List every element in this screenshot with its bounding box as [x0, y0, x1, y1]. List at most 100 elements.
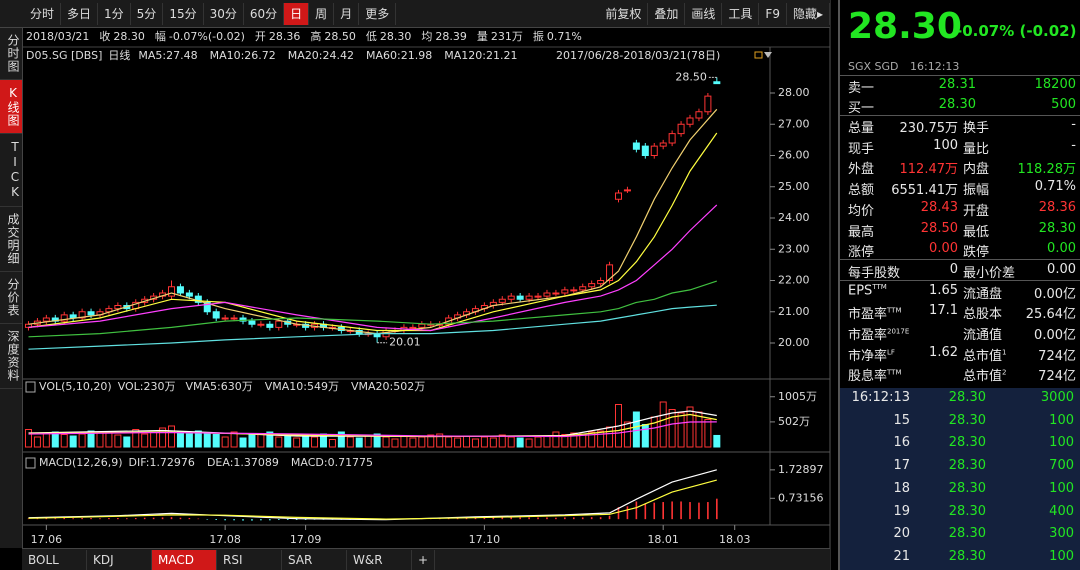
bar	[126, 518, 128, 520]
info-text: 28.30	[113, 30, 145, 43]
bar	[260, 519, 262, 521]
bar	[96, 432, 104, 448]
y-tick-label: 23.00	[778, 242, 810, 255]
stat-label-text: 外盘	[848, 162, 875, 178]
separator	[840, 75, 1080, 76]
candle-body	[194, 295, 202, 303]
bar	[570, 432, 578, 448]
tick-price: 28.30	[948, 548, 986, 564]
bar	[90, 518, 92, 520]
last-price: 28.30	[848, 6, 962, 47]
info-text: 幅	[155, 30, 166, 43]
bar	[45, 518, 48, 520]
bar	[686, 406, 694, 448]
tool-button[interactable]: 工具	[722, 3, 760, 25]
period-button[interactable]: 多日	[61, 3, 99, 25]
stat-label: 量比	[963, 138, 989, 157]
bar	[716, 498, 718, 520]
candle-body	[409, 326, 417, 329]
candle-body	[543, 292, 551, 297]
tick-time: 17	[893, 458, 910, 474]
period-button[interactable]: 1分	[98, 3, 131, 25]
tick-price: 28.30	[948, 526, 986, 542]
bar	[537, 517, 539, 520]
info-text: 28.36	[269, 30, 301, 43]
side-tab[interactable]: 分时图	[0, 28, 22, 80]
indicator-tab[interactable]: W&R	[347, 550, 412, 570]
candle-body	[248, 320, 256, 325]
bar	[588, 431, 596, 448]
period-button[interactable]: 15分	[163, 3, 204, 25]
period-button[interactable]: 月	[334, 3, 360, 25]
period-button[interactable]: 30分	[204, 3, 244, 25]
period-button-active[interactable]: 日	[284, 3, 310, 25]
tool-button[interactable]: F9	[759, 3, 787, 25]
indicator-tab[interactable]: RSI	[217, 550, 282, 570]
toolbar: 分时 多日 1分 5分 15分 30分 60分 日 周 月 更多 前复权 叠加 …	[0, 0, 830, 28]
candle-body	[650, 145, 658, 156]
bar	[108, 518, 110, 520]
tool-button[interactable]: 叠加	[648, 3, 686, 25]
period-button[interactable]: 60分	[244, 3, 285, 25]
bar	[293, 437, 301, 448]
line-series	[28, 304, 717, 350]
stat-label-sup: TTM	[887, 369, 902, 378]
side-tab-active[interactable]: K线图	[0, 80, 22, 134]
indicator-tab[interactable]: BOLL	[22, 550, 87, 570]
stat-value: 0.00	[929, 241, 958, 257]
stat-value: 724亿	[1038, 369, 1076, 385]
tool-button[interactable]: 隐藏▸	[787, 3, 830, 25]
tick-time: 20	[893, 526, 910, 542]
tick-price: 28.30	[948, 480, 986, 496]
stat-label: 换手	[963, 117, 989, 136]
side-tab[interactable]: 成交明细	[0, 207, 22, 272]
candle-body	[257, 323, 265, 326]
indicator-tab[interactable]: KDJ	[87, 550, 152, 570]
stat-value: 28.43	[920, 199, 958, 215]
lock-icon[interactable]	[754, 51, 763, 59]
bar	[519, 517, 521, 520]
side-tab[interactable]: 分价表	[0, 272, 22, 324]
bar	[328, 439, 336, 448]
bar	[304, 519, 307, 521]
candle-body	[176, 286, 184, 294]
period-button[interactable]: 周	[309, 3, 335, 25]
bar	[492, 517, 495, 520]
bar	[284, 435, 292, 448]
stat-value: 0.00	[1047, 261, 1076, 277]
side-tab[interactable]: TICK	[0, 134, 22, 207]
info-text: 28.50	[324, 30, 356, 43]
bar	[251, 519, 253, 521]
tick-price: 28.30	[948, 390, 986, 405]
info-text: MACD(12,26,9)	[39, 456, 123, 469]
bar	[382, 436, 390, 448]
tool-button[interactable]: 画线	[685, 3, 723, 25]
bar	[105, 431, 113, 448]
period-button[interactable]: 5分	[131, 3, 164, 25]
add-tab[interactable]: +	[412, 550, 436, 570]
period-button[interactable]: 分时	[24, 3, 62, 25]
indicator-tab[interactable]: SAR	[282, 550, 347, 570]
candle-body	[695, 111, 703, 119]
tool-button[interactable]: 前复权	[599, 3, 649, 25]
y-tick-label: 1005万	[778, 390, 817, 403]
tick-volume: 100	[1049, 480, 1074, 496]
bar	[168, 425, 176, 448]
help-icon	[25, 457, 36, 469]
dropdown-icon[interactable]	[764, 52, 772, 58]
tick-price: 28.30	[948, 458, 986, 474]
indicator-tab-active[interactable]: MACD	[152, 550, 217, 570]
bar	[543, 435, 551, 448]
bar	[295, 519, 298, 521]
candle-body	[677, 123, 685, 135]
bar	[239, 437, 247, 448]
bar	[134, 518, 137, 520]
bar	[132, 429, 140, 448]
quote-panel: 28.30 -0.07% (-0.02) SGX SGD 16:12:13 卖一…	[838, 0, 1080, 570]
tick-volume: 3000	[1040, 390, 1074, 405]
side-tab[interactable]: 深度资料	[0, 324, 22, 389]
bar	[498, 434, 506, 448]
period-button[interactable]: 更多	[359, 3, 397, 25]
bar	[641, 424, 649, 448]
